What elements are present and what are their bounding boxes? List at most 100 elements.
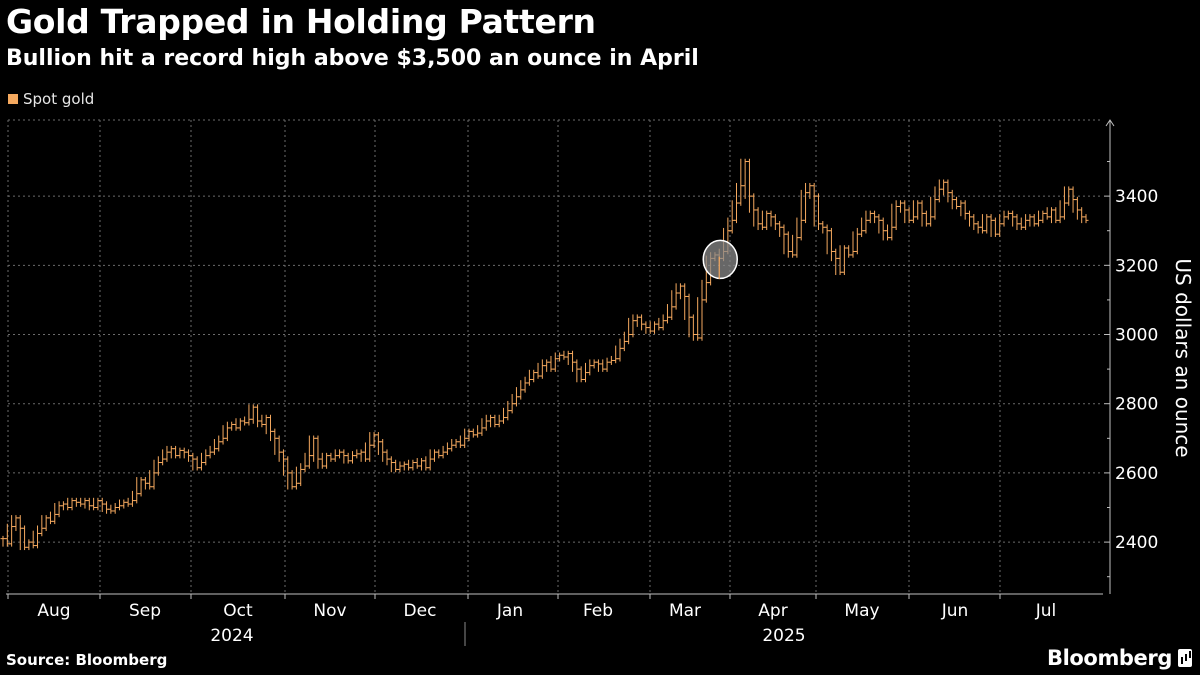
- price-bar: [410, 459, 416, 471]
- price-bar: [285, 456, 291, 490]
- price-bar: [86, 497, 92, 511]
- price-bar: [324, 452, 330, 469]
- legend-swatch-spot-gold: [8, 94, 18, 104]
- price-bar: [889, 203, 895, 241]
- price-bar: [60, 501, 66, 511]
- price-bar: [203, 449, 209, 466]
- price-bar: [501, 407, 507, 424]
- price-bar: [160, 449, 166, 466]
- price-bar: [794, 217, 800, 258]
- y-tick-label: 2600: [1115, 464, 1158, 484]
- price-bar: [13, 515, 19, 532]
- price-bar: [116, 499, 122, 511]
- price-bar: [82, 497, 88, 509]
- price-bar: [332, 449, 338, 462]
- price-bar: [306, 435, 312, 469]
- price-bar: [526, 369, 532, 386]
- price-bar: [936, 179, 942, 203]
- chart-title: Gold Trapped in Holding Pattern: [6, 2, 596, 41]
- price-bar: [479, 418, 485, 436]
- price-bar: [1057, 200, 1063, 224]
- price-bar: [121, 499, 127, 509]
- price-bar: [224, 421, 230, 442]
- price-bar: [78, 497, 84, 507]
- price-bar: [544, 359, 550, 372]
- price-bar: [975, 221, 981, 234]
- price-bar: [138, 477, 144, 497]
- price-bar: [268, 414, 274, 442]
- price-bar: [255, 404, 261, 428]
- price-bar: [639, 314, 645, 331]
- price-bar: [686, 293, 692, 338]
- price-bar: [945, 179, 951, 203]
- price-bar: [954, 196, 960, 210]
- price-bar: [164, 445, 170, 462]
- price-bar: [26, 539, 32, 551]
- price-bar: [647, 321, 653, 334]
- price-bar: [578, 366, 584, 383]
- x-tick-label: Jun: [941, 601, 969, 621]
- x-tick-label: Apr: [758, 601, 787, 621]
- price-bar: [660, 314, 666, 331]
- price-bar: [600, 359, 606, 372]
- price-bar: [233, 418, 239, 431]
- price-bar: [125, 497, 131, 507]
- price-bar: [242, 416, 248, 426]
- price-bar: [984, 214, 990, 234]
- price-bar: [250, 404, 256, 424]
- price-bar: [1010, 210, 1016, 227]
- price-bar: [781, 224, 787, 255]
- price-bar: [17, 515, 23, 551]
- price-bar: [315, 435, 321, 469]
- x-tick-label: May: [844, 601, 879, 621]
- price-bar: [367, 432, 373, 462]
- y-tick-label: 3200: [1115, 256, 1158, 276]
- price-bar: [393, 459, 399, 473]
- price-bar: [397, 461, 403, 473]
- price-bar: [311, 435, 317, 462]
- price-bar: [129, 490, 135, 507]
- price-bar: [492, 414, 498, 428]
- price-bar: [587, 359, 593, 376]
- x-year-label: 2025: [762, 626, 805, 646]
- price-bar: [652, 321, 658, 334]
- price-bar: [755, 207, 761, 231]
- source-note: Source: Bloomberg: [6, 651, 168, 669]
- price-bar: [246, 404, 252, 426]
- price-bar: [371, 432, 377, 448]
- price-bar: [496, 414, 502, 428]
- price-bar: [833, 248, 839, 276]
- price-bar: [669, 290, 675, 320]
- price-bar: [682, 283, 688, 320]
- price-bar: [52, 503, 58, 525]
- price-bar: [1044, 207, 1050, 220]
- price-bar: [229, 421, 235, 431]
- price-bar: [181, 447, 187, 459]
- price-bar: [198, 452, 204, 471]
- price-bar: [595, 359, 601, 372]
- price-bar: [574, 359, 580, 383]
- x-tick-label: Mar: [669, 601, 701, 621]
- price-bar: [302, 452, 308, 473]
- price-bar: [621, 331, 627, 352]
- price-bar: [427, 449, 433, 471]
- price-bar: [475, 425, 481, 438]
- price-bar: [380, 438, 386, 462]
- price-bar: [988, 214, 994, 237]
- price-bar: [997, 214, 1003, 237]
- price-bar: [259, 414, 265, 428]
- price-bar: [384, 449, 390, 466]
- y-tick-label: 2800: [1115, 395, 1158, 415]
- price-bar: [276, 435, 282, 462]
- price-bar: [919, 200, 925, 227]
- price-bar: [220, 425, 226, 445]
- price-bar: [1048, 207, 1054, 224]
- price-bar: [738, 158, 744, 206]
- price-bar: [815, 193, 821, 231]
- price-bar: [99, 497, 105, 513]
- price-bar: [846, 245, 852, 258]
- price-bar: [643, 321, 649, 334]
- price-bar: [151, 459, 157, 490]
- price-bar: [419, 458, 425, 471]
